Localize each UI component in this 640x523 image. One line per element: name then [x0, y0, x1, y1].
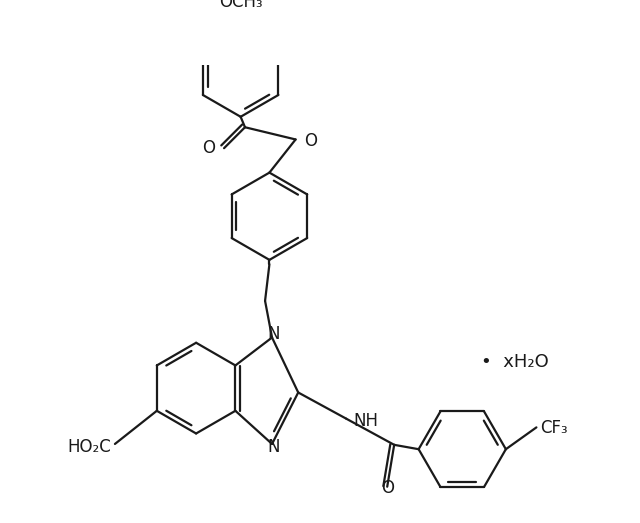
Text: HO₂C: HO₂C	[68, 438, 111, 456]
Text: O: O	[381, 479, 394, 497]
Text: CF₃: CF₃	[540, 418, 568, 437]
Text: NH: NH	[353, 412, 378, 430]
Text: •  xH₂O: • xH₂O	[481, 353, 549, 371]
Text: N: N	[268, 325, 280, 343]
Text: O: O	[202, 139, 215, 157]
Text: O: O	[305, 132, 317, 150]
Text: N: N	[268, 438, 280, 456]
Text: OCH₃: OCH₃	[219, 0, 262, 11]
